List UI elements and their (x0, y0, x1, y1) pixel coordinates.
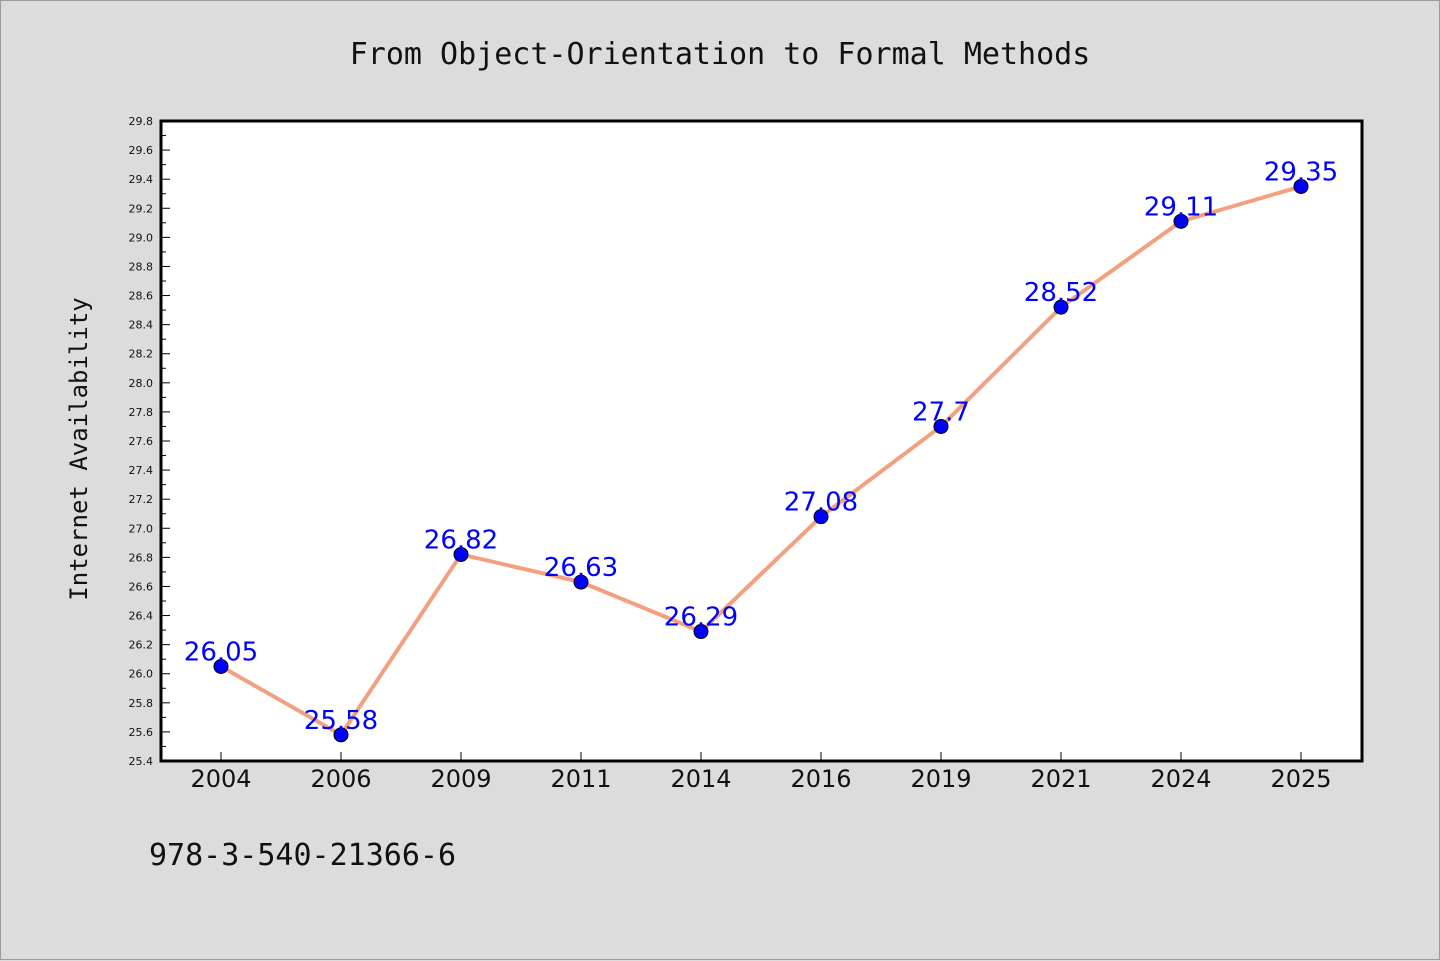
data-label: 29.35 (1264, 157, 1338, 187)
y-tick-label: 25.6 (129, 726, 154, 739)
y-axis-ticks: 25.4 25.6 25.8 26.0 26.2 26.4 26.6 26.8 27.0 27.2… (129, 115, 170, 768)
series-line (220, 184, 1302, 737)
data-label: 25.58 (304, 706, 378, 736)
data-label: 26.63 (544, 553, 618, 583)
y-tick-label: 29.2 (129, 202, 154, 215)
data-point (693, 624, 709, 640)
y-tick-label: 26.8 (129, 551, 154, 564)
y-tick-label: 25.8 (129, 697, 154, 710)
y-tick-label: 27.8 (129, 406, 154, 419)
y-tick-label: 26.6 (129, 580, 154, 593)
y-tick-label: 27.0 (129, 522, 154, 535)
data-point (1293, 178, 1309, 194)
data-label: 27.08 (784, 488, 858, 518)
y-tick-label: 29.4 (129, 173, 154, 186)
data-point (453, 546, 469, 562)
y-tick-label: 25.4 (129, 755, 154, 768)
y-tick-label: 28.6 (129, 290, 154, 303)
y-tick-label: 29.6 (129, 144, 154, 157)
x-tick-label: 2021 (1030, 765, 1091, 793)
x-tick-label: 2024 (1150, 765, 1211, 793)
y-tick-label: 27.4 (129, 464, 154, 477)
data-point (1173, 213, 1189, 229)
plot-area (159, 119, 1364, 763)
data-series: 26.05 25.58 26.82 26.63 26.29 27.08 27.7 28.52 2… (184, 157, 1338, 743)
data-label: 26.05 (184, 637, 258, 667)
data-point (813, 509, 829, 525)
data-label: 27.7 (912, 397, 970, 427)
y-tick-label: 28.4 (129, 319, 154, 332)
y-tick-label: 28.8 (129, 260, 154, 273)
data-point (573, 574, 589, 590)
y-tick-label: 27.6 (129, 435, 154, 448)
data-label: 26.82 (424, 525, 498, 555)
x-tick-label: 2016 (790, 765, 851, 793)
y-tick-label: 28.0 (129, 377, 154, 390)
y-tick-label: 29.8 (129, 115, 154, 128)
x-tick-label: 2014 (670, 765, 731, 793)
x-tick-label: 2011 (550, 765, 611, 793)
y-tick-label: 27.2 (129, 493, 154, 506)
data-point (933, 418, 949, 434)
x-tick-label: 2025 (1270, 765, 1331, 793)
y-tick-label: 26.0 (129, 668, 154, 681)
x-tick-label: 2004 (190, 765, 251, 793)
x-axis-ticks: 2004 2006 2009 2011 2014 2016 2019 2021 2024 2025 (190, 752, 1332, 793)
data-point (1053, 299, 1069, 315)
y-axis-label: Internet Availability (65, 297, 93, 600)
x-tick-label: 2019 (910, 765, 971, 793)
x-tick-label: 2006 (310, 765, 371, 793)
footnote-isbn: 978-3-540-21366-6 (149, 838, 456, 873)
data-point (213, 658, 229, 674)
y-tick-label: 29.0 (129, 231, 154, 244)
data-point (333, 727, 349, 743)
x-tick-label: 2009 (430, 765, 491, 793)
data-label: 26.29 (664, 603, 738, 633)
chart-title: From Object-Orientation to Formal Method… (350, 37, 1091, 72)
data-label: 28.52 (1024, 278, 1098, 308)
data-label: 29.11 (1144, 192, 1218, 222)
y-tick-label: 26.4 (129, 610, 154, 623)
y-tick-label: 28.2 (129, 348, 154, 361)
y-tick-label: 26.2 (129, 639, 154, 652)
